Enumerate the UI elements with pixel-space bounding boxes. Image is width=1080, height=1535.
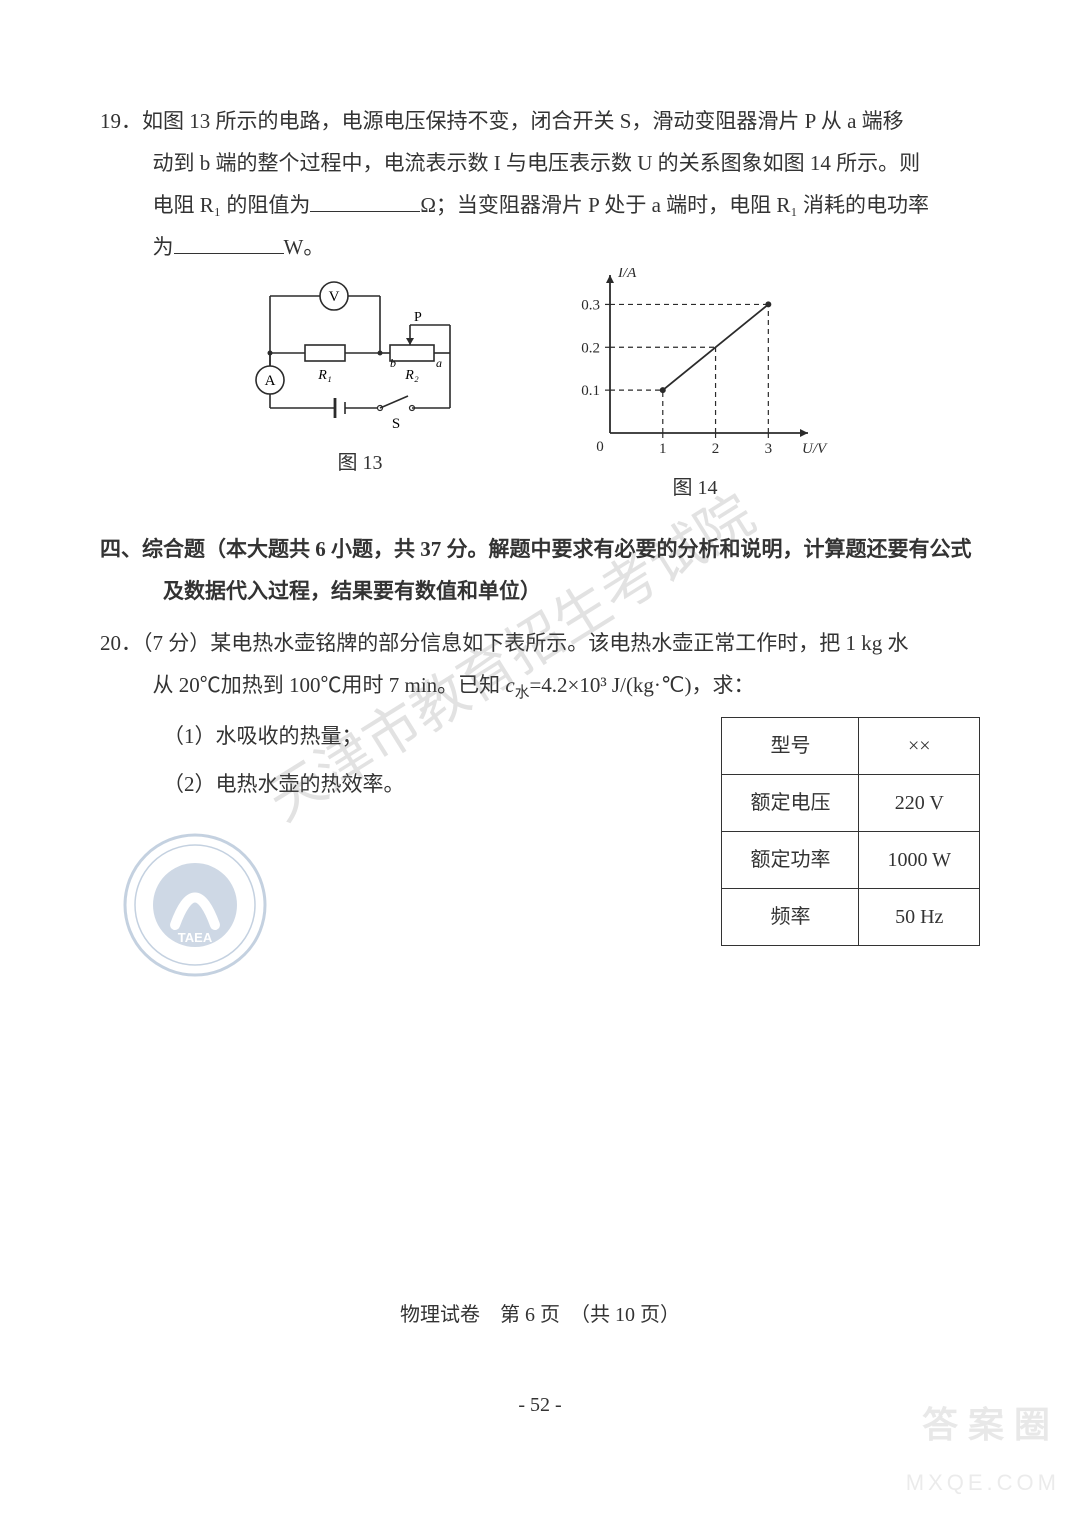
- q20-sub1: （1）水吸收的热量；: [100, 715, 681, 757]
- svg-text:R₂: R₂: [404, 368, 419, 383]
- figure-13: V R₁ R₂ b a P A S 图 13: [250, 268, 470, 483]
- svg-text:0: 0: [596, 439, 604, 455]
- q19-line1: 如图 13 所示的电路，电源电压保持不变，闭合开关 S，滑动变阻器滑片 P 从 …: [142, 109, 904, 133]
- q20-intro: 20．（7 分）某电热水壶铭牌的部分信息如下表所示。该电热水壶正常工作时，把 1…: [100, 622, 980, 709]
- table-cell: 额定电压: [722, 774, 859, 831]
- svg-text:A: A: [265, 373, 276, 389]
- q20-intro2b: =4.2×10³ J/(kg·℃)，求：: [529, 673, 754, 697]
- q19-line2: 动到 b 端的整个过程中，电流表示数 I 与电压表示数 U 的关系图象如图 14…: [153, 151, 921, 175]
- page-footer: 物理试卷 第 6 页 （共 10 页）: [100, 1295, 980, 1335]
- table-row: 频率50 Hz: [722, 888, 980, 945]
- q19-line4b: W。: [284, 235, 325, 259]
- q20-c-italic: c: [505, 673, 514, 697]
- q19-blank-2: [174, 231, 284, 254]
- table-cell: 220 V: [859, 774, 980, 831]
- q19-blank-1: [310, 189, 420, 212]
- svg-text:P: P: [414, 310, 422, 325]
- iv-chart: 1 2 3 0.1 0.2 0.3 0 U/V I/A: [560, 268, 830, 463]
- q20-intro2a: 从 20℃加热到 100℃用时 7 min。已知: [153, 673, 506, 697]
- svg-text:0.2: 0.2: [581, 340, 600, 356]
- q19-line3b: Ω；当变阻器滑片 P 处于 a 端时，电阻 R₁ 消耗的电功率: [420, 193, 929, 217]
- q20-subquestions: （1）水吸收的热量； （2）电热水壶的热效率。: [100, 709, 681, 805]
- svg-text:0.1: 0.1: [581, 383, 600, 399]
- table-cell: 频率: [722, 888, 859, 945]
- table-row: 型号××: [722, 717, 980, 774]
- q19-line4a: 为: [153, 235, 174, 259]
- q19-text: 19．如图 13 所示的电路，电源电压保持不变，闭合开关 S，滑动变阻器滑片 P…: [100, 100, 980, 268]
- q20-number: 20．: [100, 631, 142, 655]
- q20-sub2: （2）电热水壶的热效率。: [100, 763, 681, 805]
- table-cell: 50 Hz: [859, 888, 980, 945]
- fig13-caption: 图 13: [338, 443, 383, 483]
- figure-row: V R₁ R₂ b a P A S 图 13 1 2 3 0.1 0.2 0.3 0 U/V I/A 图 14: [100, 268, 980, 508]
- circuit-diagram: V R₁ R₂ b a P A S: [250, 268, 470, 438]
- figure-14: 1 2 3 0.1 0.2 0.3 0 U/V I/A 图 14: [560, 268, 830, 508]
- table-cell: 型号: [722, 717, 859, 774]
- svg-text:S: S: [392, 416, 400, 432]
- svg-text:3: 3: [765, 441, 773, 457]
- q20-c-sub: 水: [515, 685, 530, 701]
- table-row: 额定功率1000 W: [722, 831, 980, 888]
- fig14-caption: 图 14: [673, 468, 718, 508]
- q19-number: 19．: [100, 109, 142, 133]
- svg-text:I/A: I/A: [617, 268, 637, 281]
- svg-text:V: V: [329, 289, 340, 305]
- svg-text:R₁: R₁: [317, 368, 331, 383]
- svg-text:b: b: [390, 356, 396, 370]
- watermark-line2: MXQE.COM: [906, 1461, 1060, 1505]
- svg-text:TAEA: TAEA: [178, 930, 213, 945]
- page-number: - 52 -: [100, 1385, 980, 1425]
- svg-text:0.3: 0.3: [581, 297, 600, 313]
- corner-watermark: 答案圈 MXQE.COM: [906, 1389, 1060, 1505]
- watermark-line1: 答案圈: [922, 1389, 1060, 1461]
- table-row: 额定电压220 V: [722, 774, 980, 831]
- q20-points: （7 分）: [142, 631, 210, 655]
- svg-text:2: 2: [712, 441, 720, 457]
- q19-line3a: 电阻 R₁ 的阻值为: [153, 193, 311, 217]
- spec-table: 型号××额定电压220 V额定功率1000 W频率50 Hz: [721, 717, 980, 946]
- q20-intro1: 某电热水壶铭牌的部分信息如下表所示。该电热水壶正常工作时，把 1 kg 水: [210, 631, 908, 655]
- table-cell: 额定功率: [722, 831, 859, 888]
- svg-text:a: a: [436, 356, 442, 370]
- table-cell: ××: [859, 717, 980, 774]
- table-cell: 1000 W: [859, 831, 980, 888]
- official-seal: TAEA: [120, 830, 270, 980]
- svg-text:1: 1: [659, 441, 667, 457]
- svg-text:U/V: U/V: [802, 441, 828, 457]
- question-19: 19．如图 13 所示的电路，电源电压保持不变，闭合开关 S，滑动变阻器滑片 P…: [100, 100, 980, 508]
- section-4-heading: 四、综合题（本大题共 6 小题，共 37 分。解题中要求有必要的分析和说明，计算…: [100, 528, 980, 612]
